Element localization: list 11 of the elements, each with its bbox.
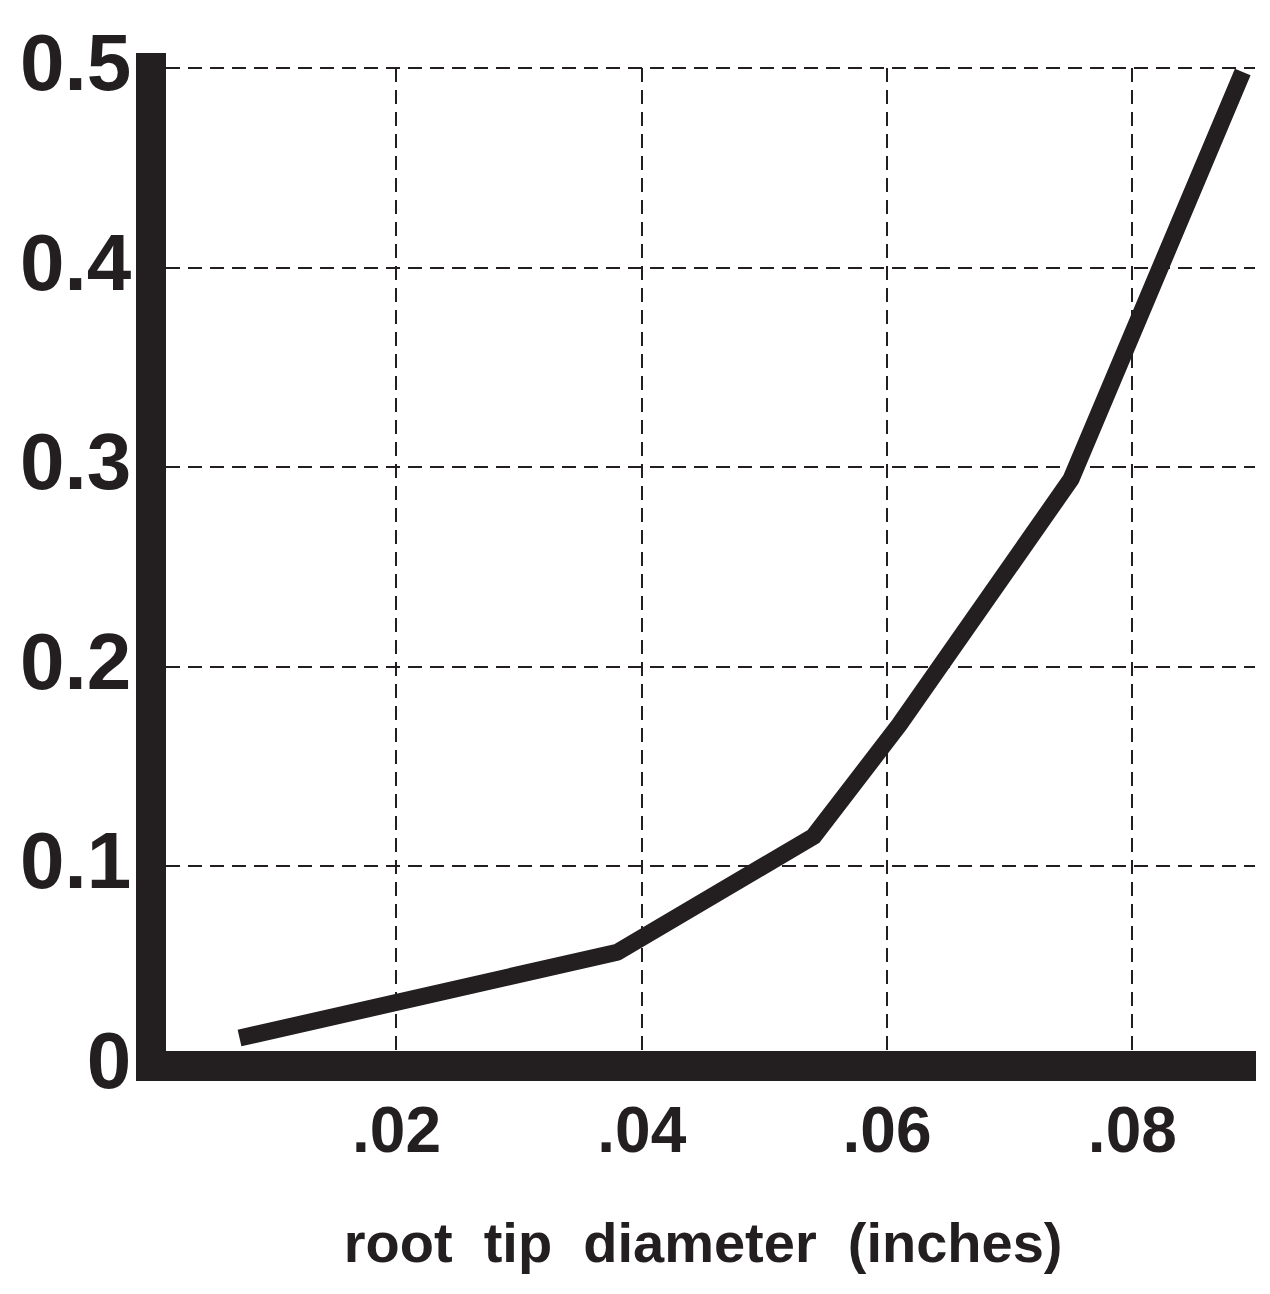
y-tick-label: 0: [86, 1016, 132, 1106]
y-tick-label: 0.1: [19, 816, 132, 906]
x-tick-label: .02: [352, 1094, 441, 1167]
x-tick-label: .04: [597, 1094, 687, 1167]
x-tick-label: .08: [1087, 1094, 1177, 1167]
y-tick-label: 0.3: [19, 417, 132, 507]
y-tick-label: 0.5: [19, 18, 132, 108]
x-axis-title: root tip diameter (inches): [343, 1210, 1063, 1274]
y-tick-label: 0.4: [19, 217, 132, 307]
y-tick-label: 0.2: [19, 616, 132, 706]
x-tick-label: .06: [842, 1094, 932, 1167]
